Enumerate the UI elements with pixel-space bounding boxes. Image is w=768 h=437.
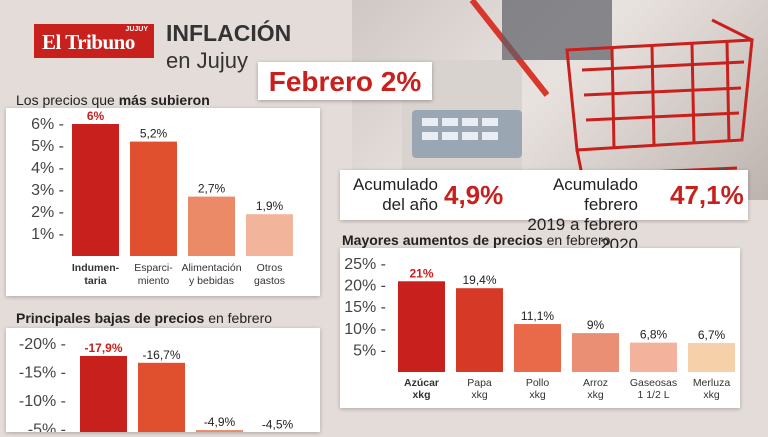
data-label: 9% [587,318,605,332]
y-tick-label: 2% - [31,204,64,221]
title-prefix: Los precios que [16,92,119,108]
x-tick-label: Esparci- [134,262,173,274]
chart-panel-top-increases: 5% -10% -15% -20% -25% -21% Azúcar xkg 19,4… [340,248,740,408]
x-tick-label: Gaseosas [630,377,677,389]
logo-region: JUJUY [125,26,148,33]
bar [130,141,177,256]
y-tick-label: 5% - [31,138,64,155]
y-tick-label: 1% - [31,226,64,243]
interannual-value: 47,1% [670,180,744,210]
y-tick-label: -20% - [19,336,66,353]
page-title: INFLACIÓN [166,20,292,46]
x-tick-label: Papa [467,377,492,389]
data-label: 1,9% [256,199,284,213]
year-label-line2: del año [382,195,438,214]
y-tick-label: -5% - [28,422,66,433]
month-badge: Febrero 2% [258,62,432,100]
bar-chart-top-decreases: -20% - -15% - -10% - -5% - -17,9% -16,7% -4,9%… [19,336,301,437]
bar-chart-top-increases: 5% -10% -15% -20% -25% -21%Azúcarxkg19,4… [344,256,735,401]
year-accumulated-label: Acumulado del año [346,175,438,215]
year-accumulated-value: 4,9% [444,180,504,210]
x-tick-label: y bebidas [189,275,234,287]
x-tick-label: taria [84,275,106,287]
bar [572,333,619,372]
x-tick-label: Alimentación [181,262,241,274]
data-label: -4,9% [204,415,236,429]
logo-name: El Tribuno [42,30,135,54]
data-label: 6,7% [698,328,726,342]
section-title-top-increases: Mayores aumentos de precios en febrero [342,232,610,248]
chart-panel-most-increased: 1% - 2% - 3% - 4% - 5% - 6% - 6% Indumen-taria 5… [6,108,320,296]
y-tick-label: -15% - [19,365,66,382]
section-title-most-increased: Los precios que más subieron [16,92,210,108]
bar [138,362,185,437]
data-label: 21% [409,266,433,280]
bar [188,196,235,256]
x-tick-label: gastos [254,275,285,287]
accumulated-stats: Acumulado del año 4,9% Acumulado febrero… [340,170,748,254]
y-tick-label: 25% - [344,256,386,273]
interannual-label: Acumulado febrero 2019 a febrero 2020 [508,175,638,255]
bar [80,355,127,437]
page-subtitle: en Jujuy [166,48,248,73]
x-tick-label: Otros [257,262,283,274]
y-tick-label: 4% - [31,160,64,177]
section-title-top-decreases: Principales bajas de precios en febrero [16,310,272,326]
y-tick-label: 15% - [344,299,386,316]
y-tick-label: 10% - [344,321,386,338]
x-tick-label: Pollo [526,377,550,389]
bar [456,288,503,372]
title-bold: más subieron [118,92,210,108]
data-label: 11,1% [521,309,554,323]
title-bold: Principales bajas de precios [16,310,205,326]
chart-panel-top-decreases: -20% - -15% - -10% - -5% - -17,9% -16,7% -4,9%… [6,328,320,437]
x-tick-label: Arroz [583,377,608,389]
bar [246,214,293,256]
year-label-line1: Acumulado [352,175,438,194]
x-tick-label: Azúcar [404,377,439,389]
bar [514,324,561,372]
data-label: -16,7% [142,348,180,362]
interannual-label-line1: Acumulado febrero [552,175,638,214]
bar [398,281,445,372]
x-tick-label: xkg [471,389,488,401]
bar [72,124,119,256]
x-tick-label: xkg [529,389,546,401]
x-tick-label: xkg [703,389,720,401]
title-bold: Mayores aumentos de precios [342,232,543,248]
data-label: 19,4% [462,273,496,287]
x-tick-label: Indumen- [72,262,120,274]
y-tick-label: -10% - [19,393,66,410]
x-tick-label: xkg [587,389,604,401]
bar-chart-most-increased: 1% - 2% - 3% - 4% - 5% - 6% - 6% Indumen-taria 5… [31,109,293,287]
x-tick-label: xkg [412,389,430,401]
data-label: 2,7% [198,182,226,196]
title-suffix: en febrero [204,310,273,326]
data-label: -4,5% [262,417,294,431]
y-tick-label: 5% - [353,342,386,359]
data-label: 5,2% [140,127,168,141]
y-tick-label: 20% - [344,278,386,295]
title-suffix: en febrero [542,232,611,248]
bar [630,342,677,372]
x-tick-label: 1 1/2 L [637,389,669,401]
y-tick-label: 6% - [31,116,64,133]
data-label: -17,9% [84,341,122,355]
bar [688,343,735,372]
data-label: 6% [87,109,105,123]
y-tick-label: 3% - [31,182,64,199]
x-tick-label: Merluza [693,377,731,389]
el-tribuno-logo: El Tribuno JUJUY [34,24,154,58]
x-tick-label: miento [138,275,170,287]
data-label: 6,8% [640,328,668,342]
